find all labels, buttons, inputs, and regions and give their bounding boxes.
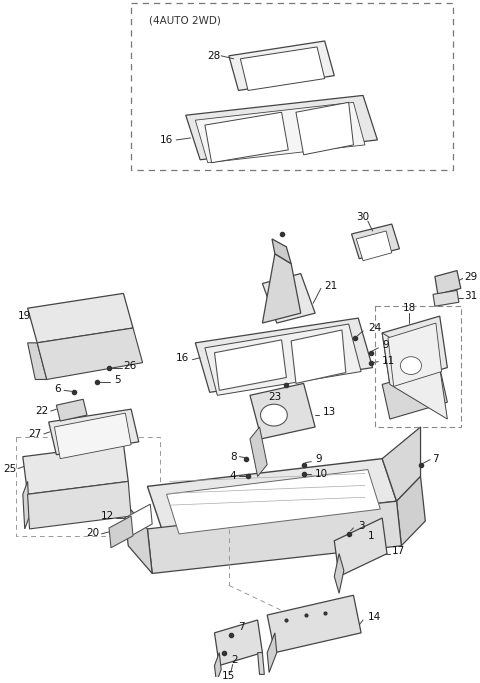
Polygon shape	[272, 239, 291, 264]
Polygon shape	[263, 274, 315, 323]
Polygon shape	[215, 340, 287, 391]
Polygon shape	[250, 383, 315, 439]
Text: 31: 31	[465, 292, 478, 301]
Polygon shape	[382, 333, 447, 419]
Polygon shape	[147, 501, 401, 574]
Text: 8: 8	[230, 451, 237, 462]
Text: 16: 16	[160, 135, 173, 145]
Text: 22: 22	[36, 406, 48, 416]
Polygon shape	[351, 224, 399, 259]
Text: 7: 7	[239, 622, 245, 632]
Polygon shape	[267, 595, 361, 653]
Polygon shape	[167, 469, 380, 534]
Polygon shape	[388, 323, 442, 387]
Ellipse shape	[400, 357, 421, 374]
Text: 11: 11	[382, 356, 396, 365]
Text: 27: 27	[29, 429, 42, 439]
Polygon shape	[435, 270, 461, 294]
Polygon shape	[258, 653, 264, 674]
Text: 5: 5	[114, 376, 120, 385]
Polygon shape	[123, 501, 152, 574]
Polygon shape	[186, 96, 377, 160]
Polygon shape	[382, 427, 420, 501]
Text: 28: 28	[207, 51, 220, 61]
Polygon shape	[382, 316, 447, 385]
Text: 10: 10	[315, 469, 328, 479]
Polygon shape	[195, 102, 365, 163]
Text: 4: 4	[230, 471, 237, 482]
Text: 1: 1	[368, 531, 374, 541]
Text: 26: 26	[123, 361, 137, 371]
Polygon shape	[28, 343, 47, 380]
Text: 18: 18	[402, 303, 416, 313]
Polygon shape	[334, 518, 387, 576]
Polygon shape	[250, 427, 267, 477]
Polygon shape	[56, 400, 87, 421]
Polygon shape	[296, 102, 353, 155]
Polygon shape	[205, 112, 288, 163]
Polygon shape	[28, 482, 131, 529]
Polygon shape	[334, 554, 344, 594]
Text: 14: 14	[368, 612, 381, 622]
Polygon shape	[382, 367, 447, 419]
Polygon shape	[28, 294, 133, 343]
Text: 15: 15	[222, 671, 236, 682]
Text: 21: 21	[324, 281, 338, 292]
Polygon shape	[37, 328, 143, 380]
Text: 17: 17	[392, 546, 405, 556]
Text: 29: 29	[465, 272, 478, 281]
Text: 20: 20	[86, 528, 99, 538]
Text: 9: 9	[315, 454, 322, 464]
Polygon shape	[215, 653, 221, 682]
Polygon shape	[147, 459, 396, 529]
Polygon shape	[23, 482, 30, 529]
Polygon shape	[54, 413, 131, 459]
Text: 24: 24	[368, 323, 381, 333]
Polygon shape	[267, 633, 277, 673]
Text: 9: 9	[382, 340, 389, 350]
Text: 12: 12	[101, 511, 114, 521]
Text: (4AUTO 2WD): (4AUTO 2WD)	[149, 15, 221, 25]
Text: 19: 19	[18, 311, 31, 321]
Polygon shape	[48, 409, 139, 455]
Polygon shape	[240, 47, 324, 90]
Text: 2: 2	[232, 654, 239, 665]
Text: 16: 16	[175, 352, 189, 363]
Polygon shape	[215, 620, 263, 665]
Ellipse shape	[261, 404, 288, 426]
Polygon shape	[205, 324, 361, 395]
Polygon shape	[291, 330, 346, 383]
Polygon shape	[23, 444, 128, 494]
Polygon shape	[128, 504, 152, 536]
Polygon shape	[433, 290, 459, 306]
Polygon shape	[109, 516, 133, 548]
Polygon shape	[195, 318, 372, 392]
Text: 25: 25	[3, 464, 16, 473]
Polygon shape	[356, 231, 392, 261]
Text: 30: 30	[357, 212, 370, 222]
Text: 13: 13	[323, 407, 336, 417]
Text: 7: 7	[432, 454, 439, 464]
Polygon shape	[396, 477, 425, 546]
Text: 3: 3	[358, 521, 365, 531]
Text: 6: 6	[55, 385, 61, 394]
Text: 23: 23	[268, 392, 282, 402]
Polygon shape	[263, 254, 301, 323]
Polygon shape	[229, 41, 334, 90]
